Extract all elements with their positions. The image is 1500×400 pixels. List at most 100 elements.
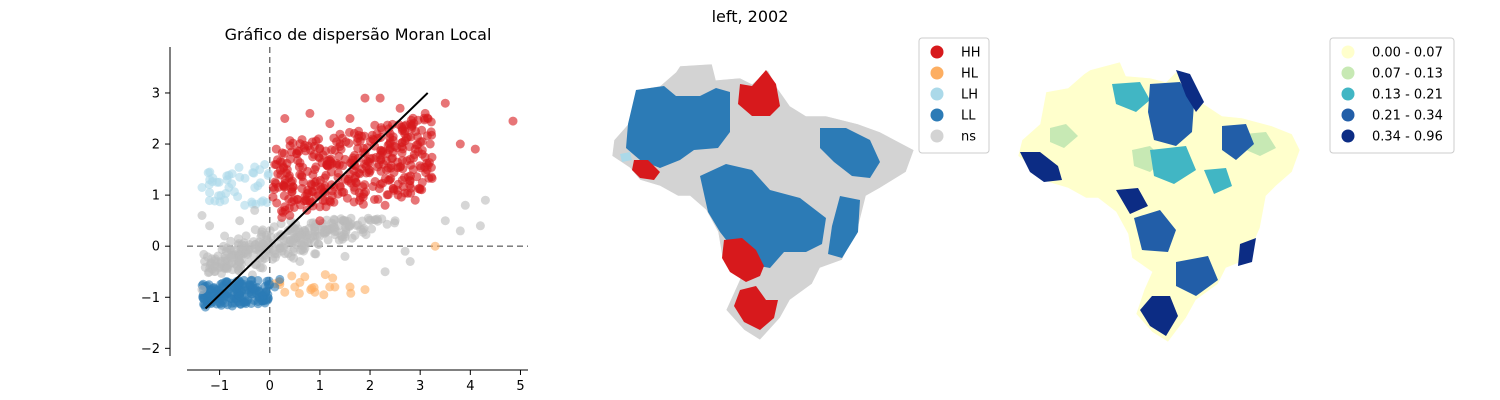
point-ns [480, 195, 490, 205]
point-ns [460, 200, 470, 210]
point-hh [327, 145, 337, 155]
x-tick-label: 0 [266, 379, 274, 394]
point-hh [345, 114, 355, 123]
point-hl [300, 272, 310, 282]
y-tick-label: 2 [152, 138, 160, 153]
quantile-legend-marker [1341, 87, 1355, 101]
point-lh [262, 198, 272, 207]
point-hh [298, 177, 308, 187]
quantile-legend-label: 0.00 - 0.07 [1372, 46, 1443, 61]
point-ns [475, 221, 485, 231]
x-tick-label: −1 [210, 379, 229, 394]
point-ns [255, 241, 265, 251]
lisa-legend-label: LL [961, 109, 976, 124]
y-tick-label: −2 [141, 342, 160, 357]
point-hh [368, 153, 378, 163]
point-hl [290, 282, 300, 292]
ll-region-east [828, 196, 860, 258]
point-hh [310, 165, 320, 175]
point-hh [287, 197, 297, 207]
point-hh [385, 137, 395, 147]
point-lh [212, 177, 222, 187]
point-hh [315, 175, 325, 185]
quantile-legend-frame [1329, 37, 1455, 154]
quantile-legend: 0.00 - 0.07 0.07 - 0.13 0.13 - 0.21 0.21 - … [1329, 37, 1455, 154]
point-ns [199, 249, 209, 259]
point-hh [405, 180, 415, 190]
point-ns [241, 231, 251, 241]
quantile-0.34-0.96-zones [1020, 70, 1256, 336]
point-ns [260, 253, 270, 263]
point-hh [272, 198, 282, 208]
y-tick-label: 3 [152, 86, 160, 101]
point-ns [205, 221, 215, 231]
point-hh [335, 129, 345, 139]
point-ns [371, 215, 381, 225]
point-hh [440, 98, 450, 108]
point-ns [306, 234, 316, 244]
lisa-legend-marker [930, 108, 944, 122]
point-ll [245, 280, 255, 289]
point-ns [288, 237, 298, 247]
y-tick-label: 0 [152, 240, 160, 255]
point-hh [365, 166, 375, 176]
point-ns [361, 230, 371, 240]
point-ns [367, 224, 377, 234]
point-lh [255, 178, 265, 188]
point-ns [200, 257, 210, 266]
point-lh [235, 172, 245, 182]
point-hh [345, 127, 354, 137]
ll-region-north [626, 86, 730, 168]
point-ns [400, 246, 410, 256]
point-hl [319, 290, 329, 300]
quantile-legend-marker [1341, 129, 1355, 143]
point-ns [323, 235, 333, 245]
x-tick-label: 1 [316, 379, 324, 394]
lisa-legend-label: LH [961, 88, 978, 103]
point-ns [236, 254, 246, 264]
lisa-legend-marker [930, 129, 944, 143]
point-hh [401, 133, 411, 143]
point-ns [314, 239, 323, 249]
point-ns [288, 247, 298, 257]
point-hh [271, 179, 281, 188]
lisa-legend-marker [930, 87, 944, 101]
point-hh [334, 160, 344, 170]
point-hh [425, 139, 435, 149]
point-hh [353, 133, 363, 143]
point-ll [275, 274, 285, 284]
point-hh [417, 178, 427, 187]
point-ns [230, 245, 240, 255]
lisa-legend-marker [930, 66, 944, 80]
point-hh [470, 144, 480, 154]
point-ns [340, 251, 350, 261]
point-hh [309, 141, 319, 151]
point-hh [279, 149, 289, 158]
point-hh [370, 177, 380, 186]
point-hl [330, 282, 340, 292]
quantile-legend-marker [1341, 66, 1355, 80]
point-ll [215, 297, 225, 307]
point-hh [383, 190, 393, 200]
x-tick-label: 2 [366, 379, 374, 394]
point-hh [295, 170, 305, 180]
point-hh [410, 144, 420, 154]
point-hh [508, 116, 518, 126]
point-hh [301, 146, 311, 156]
figure-suptitle: left, 2002 [712, 7, 789, 26]
point-ns [382, 219, 392, 229]
point-hh [417, 185, 427, 195]
point-hh [455, 139, 465, 149]
point-hh [413, 115, 423, 125]
point-lh [205, 196, 214, 206]
point-hh [333, 189, 343, 199]
point-hh [378, 178, 387, 188]
point-hh [386, 174, 396, 183]
point-hh [405, 154, 415, 164]
point-ns [274, 240, 284, 250]
lisa-legend-label: ns [961, 130, 976, 145]
y-tick-label: −1 [141, 291, 160, 306]
point-hh [375, 93, 385, 103]
point-hh [287, 187, 297, 197]
point-hh [325, 119, 335, 129]
